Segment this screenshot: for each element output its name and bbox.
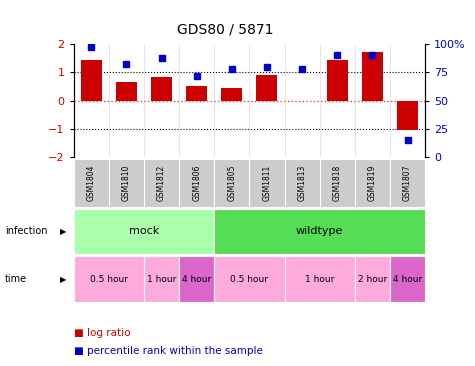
Bar xyxy=(390,159,425,207)
Bar xyxy=(116,82,137,101)
Text: GSM1818: GSM1818 xyxy=(333,165,342,201)
Bar xyxy=(397,101,418,130)
Bar xyxy=(355,256,390,302)
Bar xyxy=(144,256,179,302)
Bar xyxy=(179,256,214,302)
Text: GSM1807: GSM1807 xyxy=(403,165,412,201)
Bar xyxy=(74,209,214,254)
Bar xyxy=(109,159,144,207)
Text: ■ percentile rank within the sample: ■ percentile rank within the sample xyxy=(74,346,263,356)
Text: GDS80 / 5871: GDS80 / 5871 xyxy=(177,23,274,37)
Bar xyxy=(285,159,320,207)
Text: GSM1811: GSM1811 xyxy=(263,165,271,201)
Text: 1 hour: 1 hour xyxy=(147,274,176,284)
Bar xyxy=(81,60,102,101)
Bar xyxy=(74,159,109,207)
Bar xyxy=(74,256,144,302)
Bar xyxy=(249,159,285,207)
Bar xyxy=(355,159,390,207)
Text: 1 hour: 1 hour xyxy=(305,274,334,284)
Text: GSM1804: GSM1804 xyxy=(87,165,95,201)
Text: GSM1812: GSM1812 xyxy=(157,165,166,201)
Text: GSM1819: GSM1819 xyxy=(368,165,377,201)
Text: infection: infection xyxy=(5,227,47,236)
Bar xyxy=(221,88,242,101)
Bar xyxy=(179,159,214,207)
Text: ■ log ratio: ■ log ratio xyxy=(74,328,130,338)
Text: 4 hour: 4 hour xyxy=(393,274,422,284)
Text: GSM1810: GSM1810 xyxy=(122,165,131,201)
Text: ▶: ▶ xyxy=(60,227,66,236)
Text: time: time xyxy=(5,274,27,284)
Text: wildtype: wildtype xyxy=(296,227,343,236)
Bar xyxy=(285,256,355,302)
Bar xyxy=(214,159,249,207)
Text: mock: mock xyxy=(129,227,159,236)
Text: ▶: ▶ xyxy=(60,274,66,284)
Bar xyxy=(214,256,285,302)
Text: 2 hour: 2 hour xyxy=(358,274,387,284)
Bar xyxy=(214,209,425,254)
Bar xyxy=(151,76,172,101)
Text: GSM1813: GSM1813 xyxy=(298,165,306,201)
Bar xyxy=(362,52,383,101)
Text: GSM1805: GSM1805 xyxy=(228,165,236,201)
Text: GSM1806: GSM1806 xyxy=(192,165,201,201)
Bar xyxy=(390,256,425,302)
Bar xyxy=(144,159,179,207)
Text: 0.5 hour: 0.5 hour xyxy=(90,274,128,284)
Bar xyxy=(320,159,355,207)
Bar xyxy=(327,60,348,101)
Text: 4 hour: 4 hour xyxy=(182,274,211,284)
Bar xyxy=(186,86,207,101)
Bar xyxy=(256,75,277,101)
Text: 0.5 hour: 0.5 hour xyxy=(230,274,268,284)
